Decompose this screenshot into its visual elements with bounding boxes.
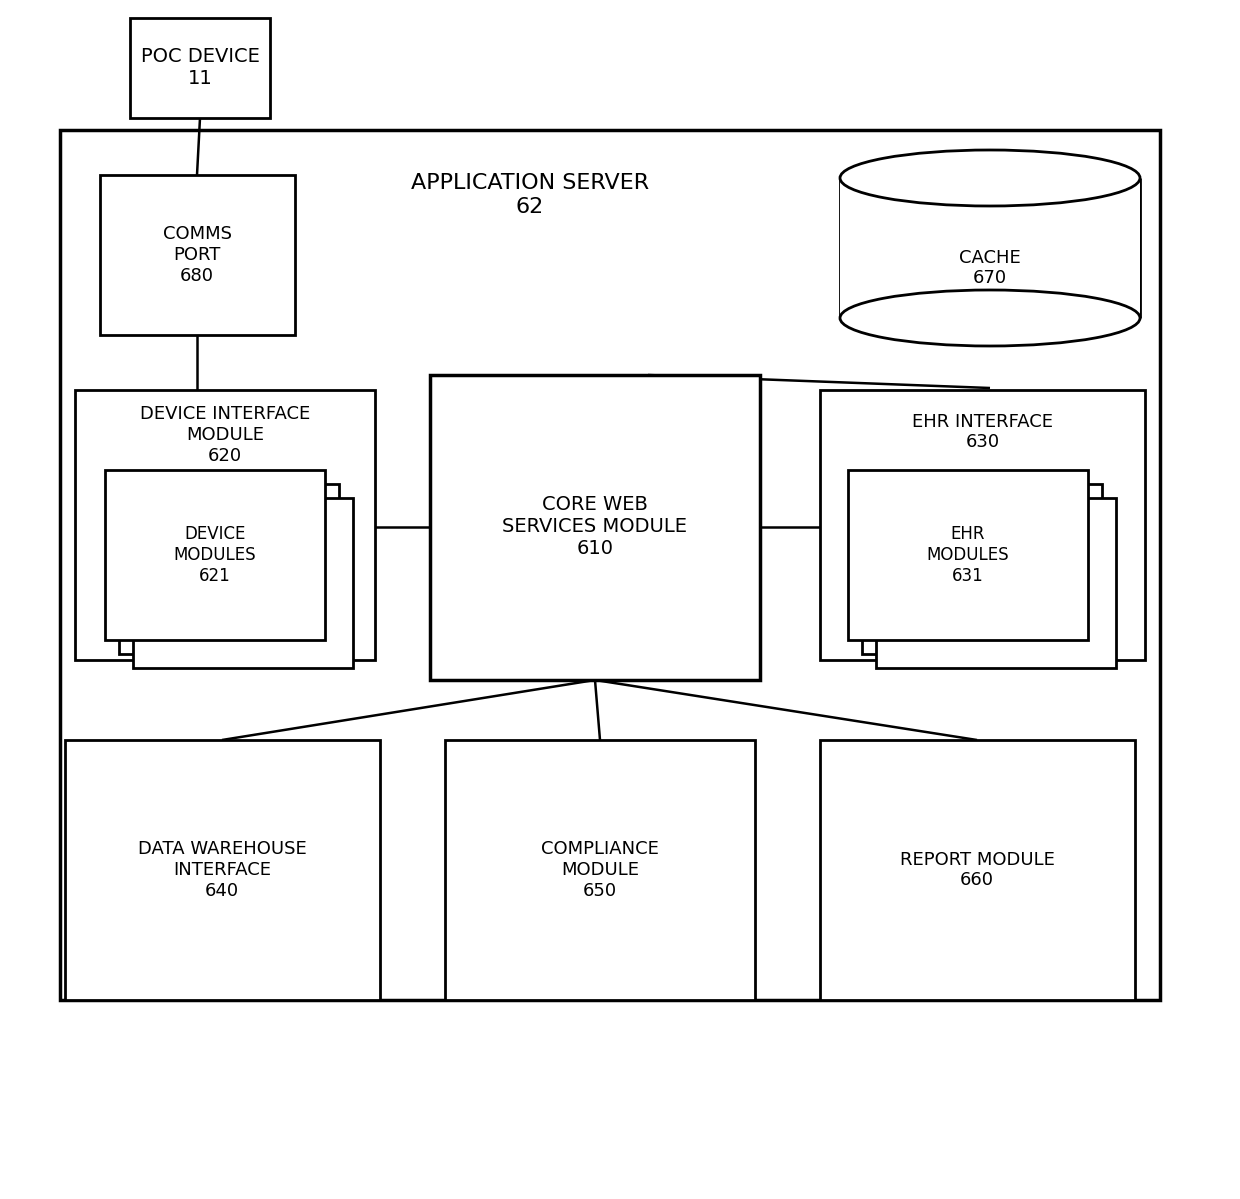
Bar (105, 470, 325, 640)
Bar (839, 177, 1140, 318)
Text: COMMS
PORT
680: COMMS PORT 680 (162, 225, 232, 285)
Bar (820, 390, 1145, 659)
Bar (820, 740, 1135, 1000)
Text: DEVICE INTERFACE
MODULE
620: DEVICE INTERFACE MODULE 620 (140, 405, 310, 465)
Bar (862, 484, 1102, 653)
Bar (74, 390, 374, 659)
Bar (100, 175, 295, 335)
Bar (430, 375, 760, 680)
Text: EHR INTERFACE
630: EHR INTERFACE 630 (913, 412, 1054, 451)
Text: DEVICE
MODULES
621: DEVICE MODULES 621 (174, 525, 257, 585)
Text: CACHE
670: CACHE 670 (959, 248, 1021, 288)
Text: DATA WAREHOUSE
INTERFACE
640: DATA WAREHOUSE INTERFACE 640 (138, 840, 306, 899)
Bar (130, 18, 270, 118)
Text: POC DEVICE
11: POC DEVICE 11 (140, 48, 259, 89)
Bar (60, 129, 1159, 1000)
Ellipse shape (839, 150, 1140, 206)
Text: CORE WEB
SERVICES MODULE
610: CORE WEB SERVICES MODULE 610 (502, 495, 687, 559)
Text: REPORT MODULE
660: REPORT MODULE 660 (899, 850, 1054, 890)
Bar (875, 498, 1116, 668)
Text: APPLICATION SERVER
62: APPLICATION SERVER 62 (410, 174, 649, 217)
Ellipse shape (839, 290, 1140, 347)
Bar (445, 740, 755, 1000)
Text: COMPLIANCE
MODULE
650: COMPLIANCE MODULE 650 (541, 840, 658, 899)
Bar (848, 470, 1087, 640)
Bar (119, 484, 339, 653)
Bar (64, 740, 379, 1000)
Bar (133, 498, 353, 668)
Text: EHR
MODULES
631: EHR MODULES 631 (926, 525, 1009, 585)
